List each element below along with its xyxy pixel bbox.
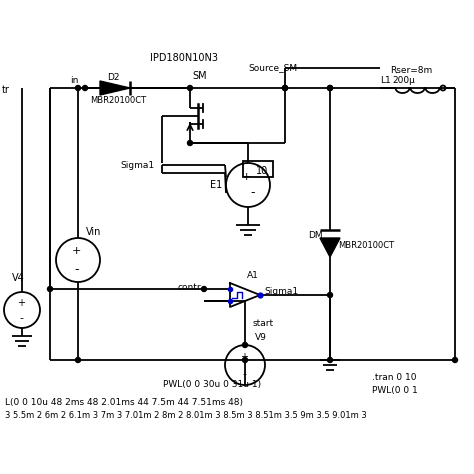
Text: Sigma1: Sigma1 <box>120 161 154 170</box>
Text: Vin: Vin <box>86 227 101 237</box>
Circle shape <box>47 286 53 292</box>
Text: 10: 10 <box>256 166 268 176</box>
Circle shape <box>188 140 192 146</box>
Text: PWL(0 0 30u 0 31u 1): PWL(0 0 30u 0 31u 1) <box>163 381 261 390</box>
Circle shape <box>328 85 332 91</box>
Text: V9: V9 <box>255 332 267 341</box>
Text: A1: A1 <box>247 271 259 280</box>
Text: .tran 0 10: .tran 0 10 <box>372 374 417 383</box>
Circle shape <box>243 343 247 347</box>
Text: MBR20100CT: MBR20100CT <box>338 240 394 249</box>
Circle shape <box>188 85 192 91</box>
Polygon shape <box>100 81 130 95</box>
Polygon shape <box>320 238 340 257</box>
Circle shape <box>82 85 88 91</box>
Circle shape <box>201 286 207 292</box>
Circle shape <box>328 357 332 363</box>
Circle shape <box>328 292 332 298</box>
Text: SM: SM <box>192 71 207 81</box>
Text: -: - <box>19 313 23 323</box>
Text: Source_SM: Source_SM <box>248 64 297 73</box>
Text: +: + <box>240 352 248 362</box>
Text: MBR20100CT: MBR20100CT <box>90 95 146 104</box>
Text: +: + <box>72 246 82 256</box>
Text: -: - <box>74 264 79 276</box>
Text: PWL(0 0 1: PWL(0 0 1 <box>372 385 418 394</box>
Circle shape <box>75 357 81 363</box>
Bar <box>243 161 273 177</box>
Text: start: start <box>253 319 274 328</box>
Text: IPD180N10N3: IPD180N10N3 <box>150 53 218 63</box>
Text: +: + <box>17 298 25 308</box>
Circle shape <box>328 85 332 91</box>
Text: contr: contr <box>178 283 201 292</box>
Text: Rser=8m: Rser=8m <box>390 65 432 74</box>
Text: in: in <box>70 75 78 84</box>
Text: tr: tr <box>2 85 10 95</box>
Circle shape <box>453 357 457 363</box>
Polygon shape <box>230 283 260 307</box>
Text: Sigma1: Sigma1 <box>264 286 298 295</box>
Text: -: - <box>242 369 246 379</box>
Circle shape <box>75 85 81 91</box>
Text: E1: E1 <box>210 180 222 190</box>
Text: L1: L1 <box>380 75 391 84</box>
Text: 3 5.5m 2 6m 2 6.1m 3 7m 3 7.01m 2 8m 2 8.01m 3 8.5m 3 8.51m 3.5 9m 3.5 9.01m 3: 3 5.5m 2 6m 2 6.1m 3 7m 3 7.01m 2 8m 2 8… <box>5 410 367 419</box>
Circle shape <box>283 85 288 91</box>
Circle shape <box>243 357 247 363</box>
Text: 200μ: 200μ <box>392 75 415 84</box>
Text: -: - <box>250 186 255 200</box>
Circle shape <box>283 85 288 91</box>
Text: +: + <box>242 172 251 182</box>
Text: D2: D2 <box>107 73 119 82</box>
Text: V4: V4 <box>12 273 25 283</box>
Text: L(0 0 10u 48 2ms 48 2.01ms 44 7.5m 44 7.51ms 48): L(0 0 10u 48 2ms 48 2.01ms 44 7.5m 44 7.… <box>5 398 243 407</box>
Text: DM: DM <box>308 230 323 239</box>
